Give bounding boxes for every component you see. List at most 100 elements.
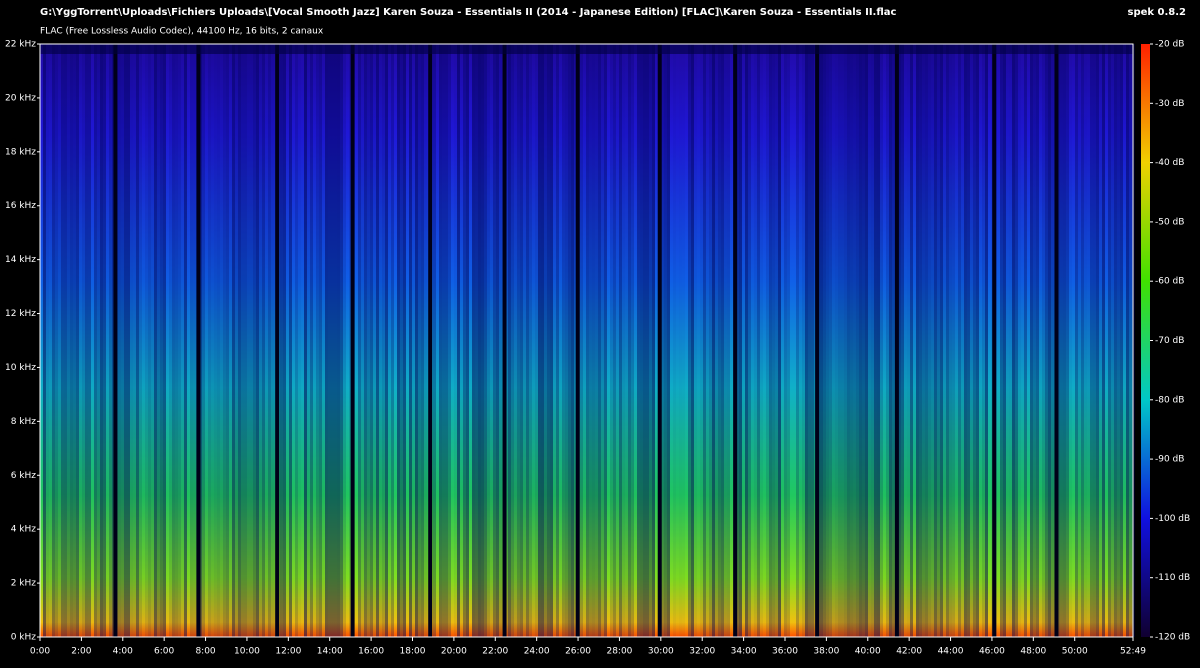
texture-stripe (364, 44, 367, 637)
x-tick-label: 18:00 (400, 647, 426, 657)
texture-stripe (751, 44, 754, 637)
texture-stripe (94, 44, 97, 637)
texture-stripe (1087, 44, 1090, 637)
texture-stripe (529, 44, 532, 637)
texture-stripe (127, 44, 130, 637)
texture-stripe (820, 44, 823, 637)
color-tick-label: -20 dB (1155, 40, 1184, 50)
texture-stripe (1126, 44, 1129, 637)
texture-stripe (709, 44, 712, 637)
texture-stripe (919, 44, 922, 637)
texture-stripe (604, 44, 607, 637)
texture-stripe (163, 44, 166, 637)
texture-stripe (436, 44, 439, 637)
texture-stripe (973, 44, 976, 637)
texture-stripe (718, 44, 721, 637)
texture-stripe (1108, 44, 1111, 637)
texture-stripe (550, 44, 553, 637)
texture-stripe (328, 44, 331, 637)
texture-stripe (946, 44, 949, 637)
texture-stripe (232, 44, 235, 637)
texture-stripe (484, 44, 487, 637)
texture-stripe (370, 44, 373, 637)
texture-stripe (1066, 44, 1069, 637)
texture-stripe (766, 44, 769, 637)
texture-stripe (187, 44, 190, 637)
texture-stripe (904, 44, 907, 637)
texture-stripe (1021, 44, 1024, 637)
texture-stripe (1042, 44, 1045, 637)
texture-stripe (76, 44, 79, 637)
texture-stripe (961, 44, 964, 637)
texture-stripe (1039, 44, 1042, 637)
texture-stripe (979, 44, 982, 637)
texture-stripe (805, 44, 808, 637)
color-tick-label: -30 dB (1155, 99, 1184, 109)
texture-stripe (184, 44, 187, 637)
texture-stripe (49, 44, 52, 637)
track-gap (113, 44, 118, 637)
texture-stripe (199, 44, 202, 637)
texture-stripe (496, 44, 499, 637)
texture-stripe (151, 44, 154, 637)
y-tick-label: 6 kHz (11, 471, 37, 481)
texture-stripe (421, 44, 424, 637)
texture-stripe (133, 44, 136, 637)
texture-stripe (1099, 44, 1102, 637)
texture-stripe (145, 44, 148, 637)
texture-stripe (166, 44, 169, 637)
texture-stripe (208, 44, 211, 637)
texture-stripe (1114, 44, 1117, 637)
texture-stripe (472, 44, 475, 637)
track-gap (1054, 44, 1059, 637)
texture-stripe (1111, 44, 1114, 637)
texture-stripe (52, 44, 55, 637)
texture-stripe (934, 44, 937, 637)
texture-stripe (1009, 44, 1012, 637)
texture-stripe (1000, 44, 1003, 637)
texture-stripe (238, 44, 241, 637)
texture-stripe (1093, 44, 1096, 637)
texture-stripe (412, 44, 415, 637)
y-tick-label: 8 kHz (11, 417, 37, 427)
texture-stripe (853, 44, 856, 637)
texture-stripe (169, 44, 172, 637)
texture-stripe (520, 44, 523, 637)
texture-stripe (61, 44, 64, 637)
texture-stripe (628, 44, 631, 637)
texture-stripe (253, 44, 256, 637)
texture-stripe (937, 44, 940, 637)
texture-stripe (589, 44, 592, 637)
texture-stripe (643, 44, 646, 637)
texture-stripe (391, 44, 394, 637)
texture-stripe (613, 44, 616, 637)
texture-stripe (178, 44, 181, 637)
texture-stripe (769, 44, 772, 637)
texture-stripe (514, 44, 517, 637)
y-tick-label: 2 kHz (11, 579, 37, 589)
x-tick-label: 50:00 (1062, 647, 1088, 657)
texture-stripe (649, 44, 652, 637)
texture-stripe (64, 44, 67, 637)
texture-stripe (859, 44, 862, 637)
texture-stripe (331, 44, 334, 637)
texture-stripe (202, 44, 205, 637)
texture-stripe (763, 44, 766, 637)
texture-stripe (130, 44, 133, 637)
texture-stripe (43, 44, 46, 637)
texture-stripe (211, 44, 214, 637)
texture-stripe (730, 44, 733, 637)
texture-stripe (706, 44, 709, 637)
texture-stripe (922, 44, 925, 637)
texture-stripe (322, 44, 325, 637)
texture-stripe (691, 44, 694, 637)
texture-stripe (70, 44, 73, 637)
texture-stripe (526, 44, 529, 637)
texture-stripe (1123, 44, 1126, 637)
x-tick-label: 40:00 (855, 647, 881, 657)
texture-stripe (466, 44, 469, 637)
spectrogram (40, 44, 1135, 637)
texture-stripe (898, 44, 901, 637)
texture-stripe (652, 44, 655, 637)
texture-stripe (55, 44, 58, 637)
